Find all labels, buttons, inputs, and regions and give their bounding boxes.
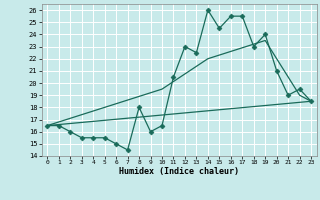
X-axis label: Humidex (Indice chaleur): Humidex (Indice chaleur) — [119, 167, 239, 176]
